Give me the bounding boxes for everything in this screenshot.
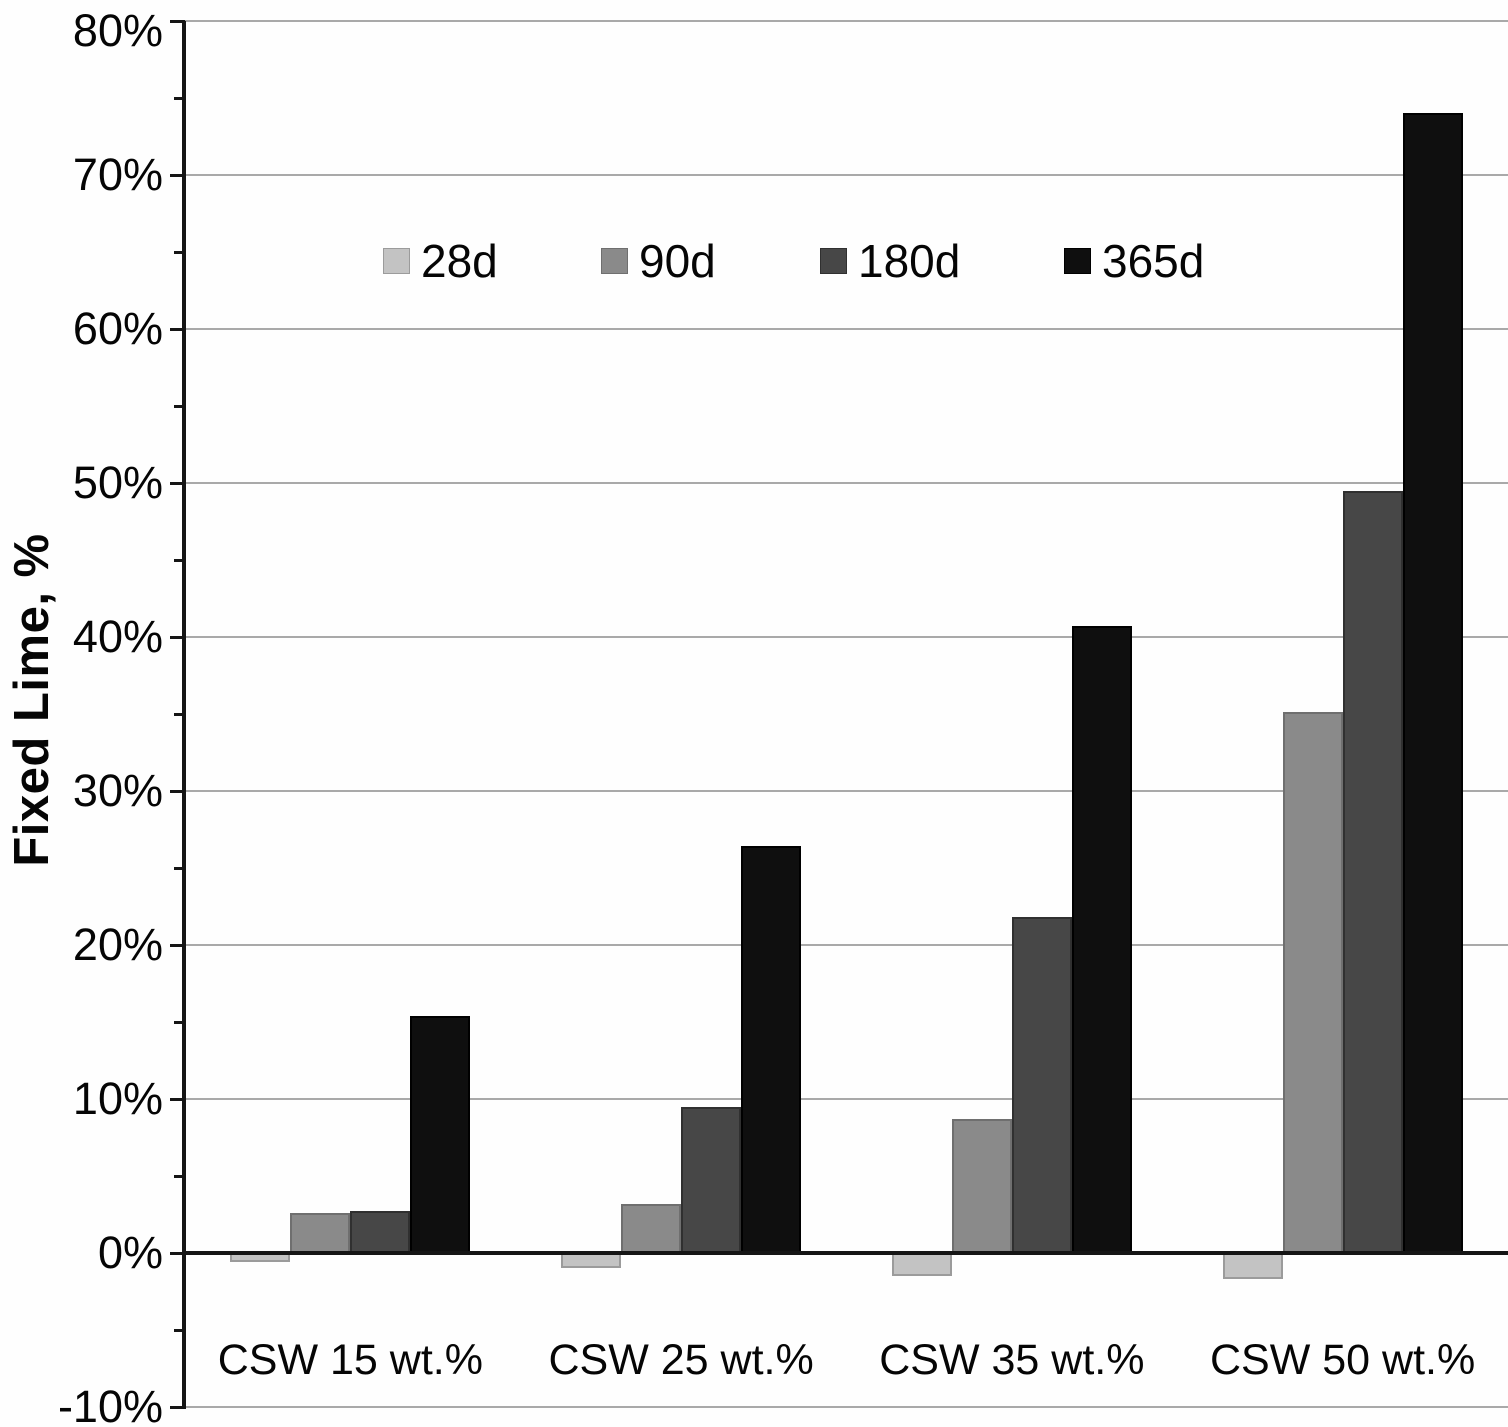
y-major-tick bbox=[170, 635, 185, 639]
gridline bbox=[185, 1098, 1508, 1100]
category-label: CSW 35 wt.% bbox=[879, 1336, 1145, 1384]
bar-28d-4 bbox=[1222, 1253, 1283, 1280]
bar-180d-3 bbox=[1011, 917, 1072, 1253]
y-minor-tick bbox=[174, 96, 185, 100]
legend-item-28d: 28d bbox=[383, 236, 498, 286]
y-minor-tick bbox=[174, 866, 185, 870]
bar-365d-3 bbox=[1071, 626, 1132, 1253]
y-tick-label: 80% bbox=[72, 5, 163, 56]
gridline bbox=[185, 944, 1508, 946]
legend-item-180d: 180d bbox=[820, 236, 960, 286]
y-major-tick bbox=[170, 1097, 185, 1101]
legend-swatch-icon bbox=[383, 248, 410, 274]
legend-label: 365d bbox=[1102, 235, 1205, 287]
category-label: CSW 50 wt.% bbox=[1210, 1336, 1476, 1384]
bar-180d-1 bbox=[350, 1211, 411, 1253]
gridline bbox=[185, 790, 1508, 792]
y-tick-label: 0% bbox=[97, 1227, 163, 1278]
legend-swatch-icon bbox=[820, 248, 847, 274]
gridline bbox=[185, 1406, 1508, 1408]
legend-item-365d: 365d bbox=[1064, 236, 1204, 286]
category-label: CSW 15 wt.% bbox=[217, 1336, 483, 1384]
y-tick-label: 70% bbox=[72, 149, 163, 200]
y-major-tick bbox=[170, 1251, 185, 1255]
bar-90d-2 bbox=[621, 1203, 682, 1253]
y-major-tick bbox=[170, 943, 185, 947]
y-major-tick bbox=[170, 19, 185, 23]
y-tick-label: 10% bbox=[72, 1073, 163, 1124]
bar-28d-3 bbox=[891, 1253, 952, 1277]
y-tick-label: 60% bbox=[72, 303, 163, 354]
y-axis-title: Fixed Lime, % bbox=[5, 533, 59, 867]
bar-90d-1 bbox=[290, 1212, 351, 1253]
y-major-tick bbox=[170, 481, 185, 485]
y-tick-label: -10% bbox=[57, 1381, 163, 1427]
x-axis-baseline bbox=[182, 1251, 1508, 1255]
legend-label: 28d bbox=[421, 235, 498, 287]
y-major-tick bbox=[170, 789, 185, 793]
y-minor-tick bbox=[174, 1020, 185, 1024]
bar-180d-2 bbox=[681, 1106, 742, 1253]
legend-label: 90d bbox=[639, 235, 716, 287]
gridline bbox=[185, 636, 1508, 638]
bar-90d-4 bbox=[1282, 712, 1343, 1253]
gridline bbox=[185, 482, 1508, 484]
y-minor-tick bbox=[174, 1328, 185, 1332]
category-label: CSW 25 wt.% bbox=[548, 1336, 814, 1384]
legend-item-90d: 90d bbox=[601, 236, 716, 286]
bar-365d-1 bbox=[410, 1015, 471, 1253]
y-tick-label: 40% bbox=[72, 611, 163, 662]
gridline bbox=[185, 20, 1508, 22]
y-major-tick bbox=[170, 173, 185, 177]
y-tick-label: 50% bbox=[72, 457, 163, 508]
legend-label: 180d bbox=[858, 235, 961, 287]
y-minor-tick bbox=[174, 712, 185, 716]
bar-365d-4 bbox=[1402, 113, 1463, 1253]
y-major-tick bbox=[170, 327, 185, 331]
bar-90d-3 bbox=[951, 1119, 1012, 1253]
bar-365d-2 bbox=[741, 846, 802, 1253]
y-axis-line bbox=[182, 21, 186, 1409]
y-minor-tick bbox=[174, 1174, 185, 1178]
y-tick-label: 20% bbox=[72, 919, 163, 970]
gridline bbox=[185, 328, 1508, 330]
gridline bbox=[185, 174, 1508, 176]
bar-180d-4 bbox=[1342, 490, 1403, 1253]
legend-swatch-icon bbox=[1064, 248, 1091, 274]
y-minor-tick bbox=[174, 250, 185, 254]
y-major-tick bbox=[170, 1405, 185, 1409]
y-tick-label: 30% bbox=[72, 765, 163, 816]
bar-28d-2 bbox=[561, 1253, 622, 1269]
legend-swatch-icon bbox=[601, 248, 628, 274]
y-minor-tick bbox=[174, 558, 185, 562]
y-minor-tick bbox=[174, 404, 185, 408]
